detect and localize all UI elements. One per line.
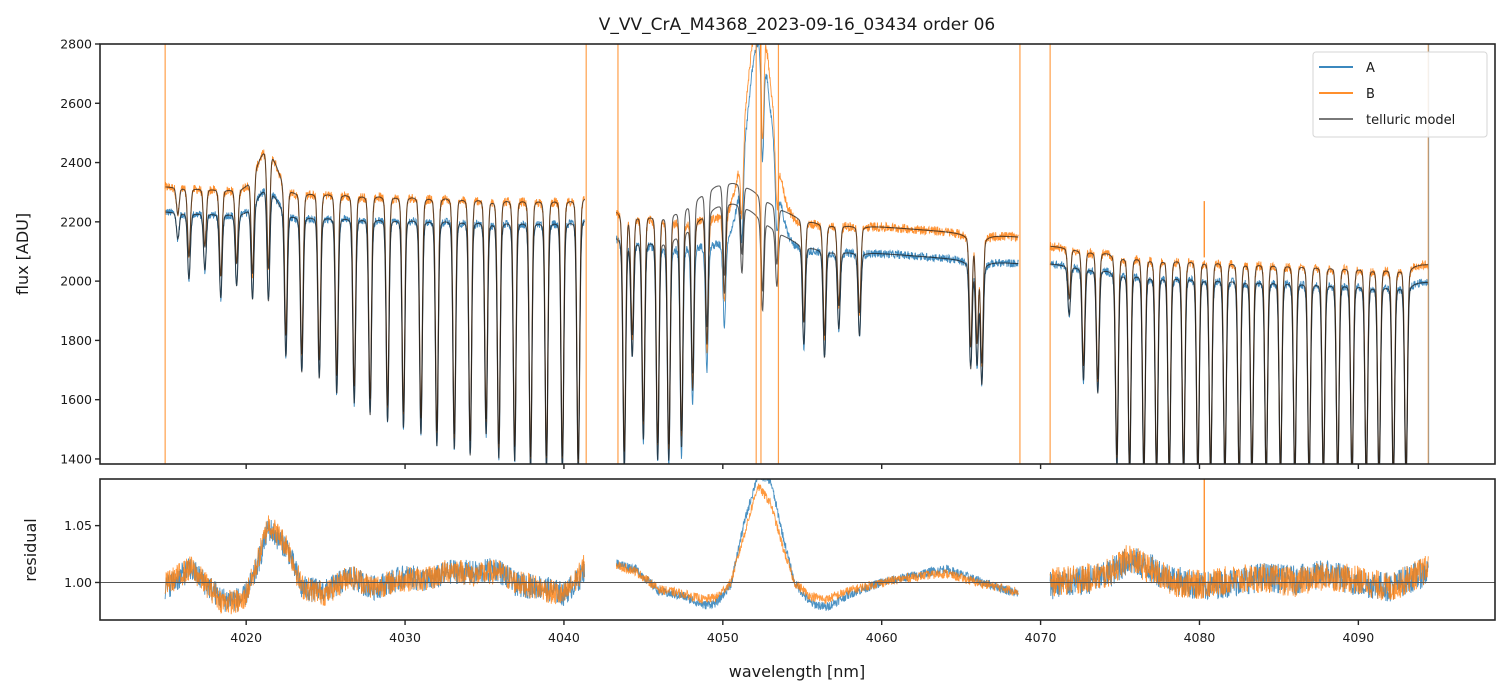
residual-x-tick-label: 4070 [1025,630,1057,645]
series-a-flux-segment [164,188,585,464]
flux-y-tick-label: 1600 [60,392,92,407]
flux-axes-frame [99,43,1496,465]
flux-y-tick-label: 2000 [60,274,92,289]
legend-label-telluric: telluric model [1366,113,1455,128]
telluric-model-a-segment [165,191,586,464]
flux-y-tick-label: 2600 [60,96,92,111]
residual-y-axis-label: residual [21,518,40,581]
residual-x-ticks: 4020 4030 4040 4050 4060 4070 4080 4090 [230,620,1374,645]
telluric-model-b-segment [1050,245,1429,464]
series-a-residual-segment [615,479,1019,611]
residual-x-tick-label: 4080 [1184,630,1216,645]
telluric-model-b-segment [616,182,1019,452]
telluric-model-b-segment [165,153,586,460]
legend-label-b: B [1366,87,1375,102]
residual-y-ticks: 1.00 1.05 [64,518,100,590]
residual-y-tick-label: 1.00 [64,575,92,590]
series-b-flux-segment [164,149,586,463]
residual-x-tick-label: 4020 [230,630,262,645]
residual-x-tick-label: 4090 [1342,630,1374,645]
series-b-residual-segment [615,482,1019,605]
flux-y-axis-label: flux [ADU] [13,213,32,295]
flux-y-tick-label: 1400 [60,451,92,466]
series-b-residual-segment [164,515,585,615]
residual-x-tick-label: 4030 [389,630,421,645]
flux-plot-area [164,44,1430,464]
residual-axes-frame [99,478,1496,621]
legend-label-a: A [1366,61,1375,76]
telluric-model-a-segment [1050,263,1429,464]
flux-y-tick-label: 2200 [60,214,92,229]
flux-x-ticks [245,464,1360,469]
residual-y-tick-label: 1.05 [64,518,92,533]
telluric-model-a-segment [616,203,1019,464]
flux-y-ticks: 1400 1600 1800 2000 2200 2400 2600 2800 [60,37,100,466]
flux-y-tick-label: 2800 [60,37,92,52]
flux-panel: 1400 1600 1800 2000 2200 2400 2600 2800 flux [A… [13,37,1496,469]
series-b-flux-segment [1049,242,1429,464]
residual-x-tick-label: 4050 [707,630,739,645]
residual-x-tick-label: 4040 [548,630,580,645]
chart-title: V_VV_CrA_M4368_2023-09-16_03434 order 06 [599,15,995,35]
series-a-flux-segment [615,44,1019,464]
residual-plot-area [100,479,1495,615]
residual-x-tick-label: 4060 [866,630,898,645]
series-b-flux-segment [615,44,1019,452]
residual-panel: 1.00 1.05 4020 4030 4040 4050 4060 4070 4080 409… [21,478,1496,681]
legend: A B telluric model [1312,51,1488,138]
x-axis-label: wavelength [nm] [729,662,866,681]
legend-box [1312,51,1488,138]
series-b-residual-segment [1049,545,1429,601]
flux-y-tick-label: 2400 [60,155,92,170]
flux-y-tick-label: 1800 [60,333,92,348]
